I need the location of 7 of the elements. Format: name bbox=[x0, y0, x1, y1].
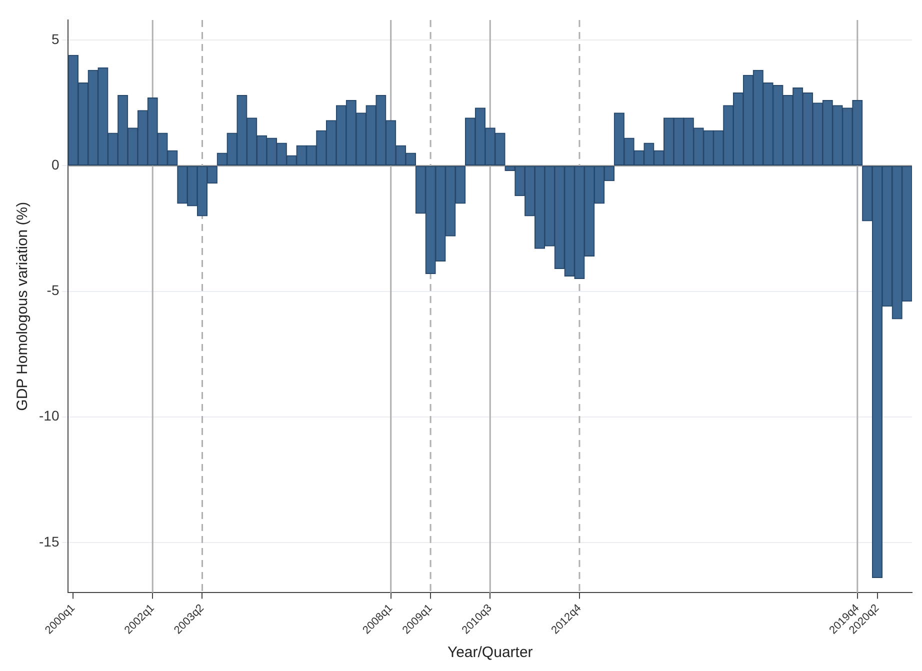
y-tick-label: -10 bbox=[39, 408, 60, 424]
x-axis-title: Year/Quarter bbox=[447, 644, 533, 662]
y-tick-label: -15 bbox=[39, 533, 60, 550]
y-tick-label: 0 bbox=[51, 156, 60, 173]
y-tick-label: -5 bbox=[46, 282, 60, 298]
y-axis-title: GDP Homologous variation (%) bbox=[14, 202, 32, 411]
y-tick-label: 5 bbox=[51, 30, 60, 47]
